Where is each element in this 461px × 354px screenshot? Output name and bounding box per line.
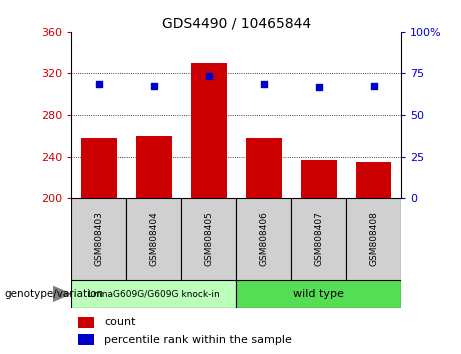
Bar	[81, 138, 117, 198]
Bar	[126, 198, 181, 280]
Bar	[236, 280, 401, 308]
Bar	[291, 198, 346, 280]
Bar	[191, 63, 227, 198]
Text: LmnaG609G/G609G knock-in: LmnaG609G/G609G knock-in	[88, 289, 220, 298]
Bar	[181, 198, 236, 280]
Text: GSM808405: GSM808405	[204, 211, 213, 267]
Point	[370, 83, 377, 89]
Bar	[71, 280, 236, 308]
Text: GSM808404: GSM808404	[149, 212, 159, 266]
Text: percentile rank within the sample: percentile rank within the sample	[104, 335, 292, 345]
Bar	[78, 317, 94, 328]
Bar	[78, 335, 94, 346]
Bar	[346, 198, 401, 280]
Point	[205, 73, 213, 78]
Text: count: count	[104, 318, 136, 327]
Title: GDS4490 / 10465844: GDS4490 / 10465844	[162, 17, 311, 31]
Bar	[246, 138, 282, 198]
Text: GSM808408: GSM808408	[369, 211, 378, 267]
Text: wild type: wild type	[293, 289, 344, 299]
Text: GSM808403: GSM808403	[95, 211, 103, 267]
Bar	[356, 162, 391, 198]
Point	[150, 83, 158, 89]
Bar	[236, 198, 291, 280]
Bar	[136, 136, 171, 198]
Polygon shape	[53, 286, 71, 301]
Text: GSM808406: GSM808406	[259, 211, 268, 267]
Text: GSM808407: GSM808407	[314, 211, 323, 267]
Point	[260, 81, 267, 87]
Text: genotype/variation: genotype/variation	[5, 289, 104, 299]
Point	[315, 84, 322, 90]
Bar	[301, 160, 337, 198]
Bar	[71, 198, 126, 280]
Point	[95, 81, 103, 87]
